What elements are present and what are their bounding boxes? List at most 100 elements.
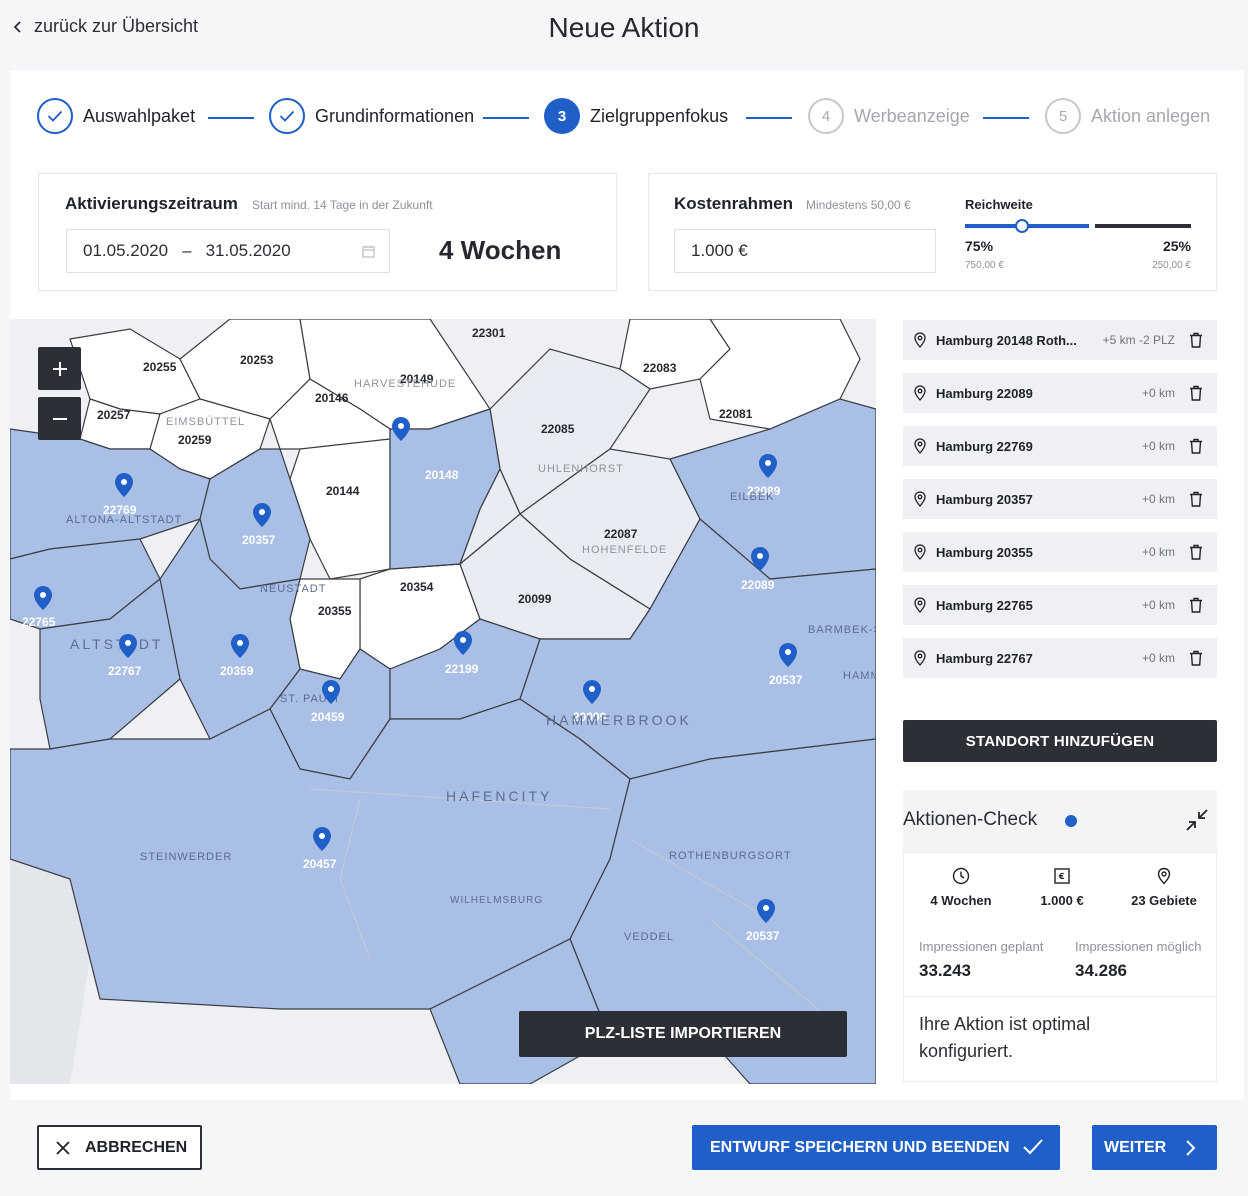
step-werbeanzeige[interactable]: 4 Werbeanzeige: [808, 98, 970, 134]
trash-icon[interactable]: [1189, 597, 1203, 613]
location-name: Hamburg 22765: [936, 597, 1033, 613]
trash-icon[interactable]: [1189, 332, 1203, 348]
activation-hint: Start mind. 14 Tage in der Zukunft: [252, 198, 433, 212]
location-radius: +0 km: [1141, 386, 1175, 400]
location-pin-icon: [1157, 867, 1171, 885]
map-pin-icon: [322, 680, 340, 704]
plus-icon: [52, 361, 67, 376]
step-connector: [746, 117, 792, 119]
cancel-button[interactable]: ABBRECHEN: [37, 1125, 202, 1170]
zoom-in-button[interactable]: [38, 347, 81, 390]
location-pin-icon: [914, 385, 926, 401]
metric-areas: 23 Gebiete: [1114, 867, 1214, 908]
metric-duration: 4 Wochen: [911, 867, 1011, 908]
location-pin-icon: [914, 597, 926, 613]
metric-budget-value: 1.000 €: [1040, 893, 1084, 908]
map-pin-icon: [253, 503, 271, 527]
postcode-map[interactable]: 22301 20255 20253 20149 20146 20257 2025…: [10, 319, 876, 1084]
map-pin-icon: [231, 634, 249, 658]
location-item[interactable]: Hamburg 20355 +0 km: [903, 532, 1217, 572]
step-label: Zielgruppenfokus: [590, 105, 729, 126]
step-grundinformationen[interactable]: Grundinformationen: [269, 98, 474, 134]
duration-value: 4 Wochen: [439, 235, 562, 265]
trash-icon[interactable]: [1189, 491, 1203, 507]
selected-areas: [10, 398, 876, 1084]
step-zielgruppenfokus[interactable]: 3 Zielgruppenfokus: [544, 98, 728, 134]
location-item[interactable]: Hamburg 20357 +0 km: [903, 479, 1217, 519]
postcode-20099b: 20099: [573, 710, 607, 724]
status-dot: [1065, 815, 1077, 827]
postcode-22089: 22089: [747, 484, 781, 498]
map-pin-icon: [392, 417, 410, 441]
next-button[interactable]: WEITER: [1092, 1125, 1217, 1170]
metric-areas-value: 23 Gebiete: [1131, 893, 1197, 908]
postcode-22085: 22085: [541, 422, 575, 436]
postcode-labels: 22301 20255 20253 20149 20146 20257 2025…: [22, 326, 803, 943]
budget-icon: [1054, 868, 1070, 884]
neutral-areas: [389, 348, 701, 640]
check-icon: [1023, 1139, 1043, 1155]
action-check-panel: Aktionen-Check 4 Wochen 1.000 € 23 Gebie…: [903, 790, 1217, 1082]
add-location-label: STANDORT HINZUFÜGEN: [965, 732, 1155, 750]
reach-left-amount: 750,00 €: [965, 260, 1004, 271]
import-plz-list-button[interactable]: PLZ-LISTE IMPORTIEREN: [519, 1011, 847, 1057]
step-number: 4: [808, 98, 844, 134]
place-veddel: VEDDEL: [624, 931, 674, 943]
postcode-20257: 20257: [97, 408, 131, 422]
location-radius: +5 km -2 PLZ: [1102, 333, 1175, 347]
collapse-icon[interactable]: [1185, 808, 1209, 832]
impressions-planned-value: 33.243: [919, 961, 971, 980]
place-neustadt: NEUSTADT: [260, 583, 326, 595]
postcode-20459: 20459: [311, 710, 345, 724]
activation-panel: Aktivierungszeitraum Start mind. 14 Tage…: [38, 173, 617, 291]
next-label: WEITER: [1104, 1138, 1167, 1156]
chevron-left-icon: [13, 20, 21, 33]
save-draft-button[interactable]: ENTWURF SPEICHERN UND BEENDEN: [692, 1125, 1060, 1170]
step-auswahlpaket[interactable]: Auswahlpaket: [37, 98, 195, 134]
location-item[interactable]: Hamburg 22769 +0 km: [903, 426, 1217, 466]
cancel-label: ABBRECHEN: [85, 1138, 188, 1156]
place-hafencity: HAFENCITY: [446, 788, 552, 804]
step-label: Werbeanzeige: [854, 105, 970, 126]
trash-icon[interactable]: [1189, 544, 1203, 560]
step-aktion-anlegen[interactable]: 5 Aktion anlegen: [1045, 98, 1210, 134]
place-eilbek: EILBEK: [730, 491, 775, 503]
map-pin-icon: [119, 634, 137, 658]
back-link[interactable]: zurück zur Übersicht: [12, 16, 198, 37]
metric-duration-value: 4 Wochen: [930, 893, 992, 908]
postcode-20255: 20255: [143, 360, 177, 374]
trash-icon[interactable]: [1189, 438, 1203, 454]
location-item[interactable]: Hamburg 22765 +0 km: [903, 585, 1217, 625]
clock-icon: [952, 867, 970, 885]
location-item[interactable]: Hamburg 20148 Roth... +5 km -2 PLZ: [903, 320, 1217, 360]
location-pin-icon: [914, 438, 926, 454]
trash-icon[interactable]: [1189, 385, 1203, 401]
action-check-body: 4 Wochen 1.000 € 23 Gebiete Impressionen…: [903, 852, 1217, 1082]
trash-icon[interactable]: [1189, 650, 1203, 666]
location-item[interactable]: Hamburg 22767 +0 km: [903, 638, 1217, 678]
postcode-22199: 22199: [445, 662, 479, 676]
date-range-field[interactable]: 01.05.2020 – 31.05.2020: [66, 229, 390, 273]
location-name: Hamburg 22769: [936, 438, 1033, 454]
reach-slider-handle[interactable]: [1015, 219, 1029, 233]
place-labels: EIMSBÜTTEL HARVESTEHUDE UHLENHORST HOHEN…: [66, 378, 876, 943]
postcode-22769: 22769: [103, 503, 137, 517]
place-uhlenhorst: UHLENHORST: [538, 463, 624, 475]
step-connector: [983, 117, 1029, 119]
minus-icon: [52, 417, 67, 420]
start-date: 01.05.2020: [83, 241, 169, 260]
step-connector: [208, 117, 254, 119]
map-canvas: 22301 20255 20253 20149 20146 20257 2025…: [10, 319, 876, 1084]
step-label: Aktion anlegen: [1091, 105, 1211, 126]
add-location-button[interactable]: STANDORT HINZUFÜGEN: [903, 720, 1217, 762]
budget-input[interactable]: 1.000 €: [674, 229, 936, 273]
location-item[interactable]: Hamburg 22089 +0 km: [903, 373, 1217, 413]
place-hamm: HAMM: [843, 670, 876, 682]
place-harvestehude: HARVESTEHUDE: [354, 378, 456, 390]
postcode-20149: 20149: [400, 372, 434, 386]
zoom-out-button[interactable]: [38, 397, 81, 440]
map-pin-icon: [313, 827, 331, 851]
location-pin-icon: [914, 544, 926, 560]
postcode-20537b: 20537: [746, 929, 780, 943]
step-label: Auswahlpaket: [83, 105, 196, 126]
